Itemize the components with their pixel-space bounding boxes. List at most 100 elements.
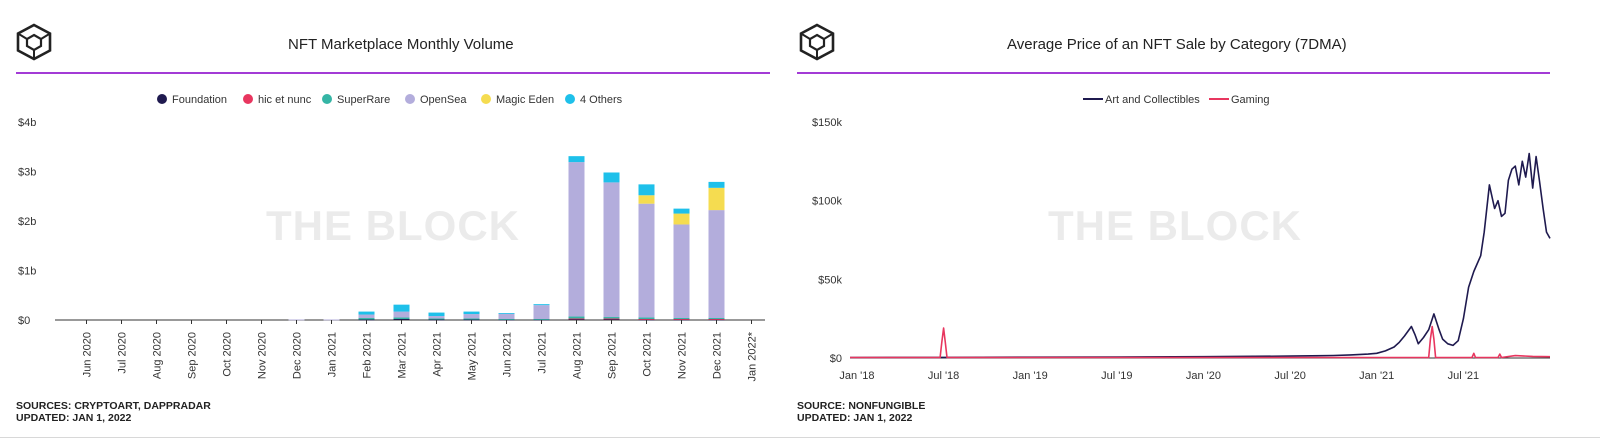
bar-segment-hic-et-nunc xyxy=(568,318,585,320)
bar-segment-foundation xyxy=(673,319,690,321)
bar-segment-4-others xyxy=(568,156,585,163)
line-chart: THE BLOCK $0 $50k $100k $150k Jan '18 Jul '18 J… xyxy=(812,94,1551,382)
x-tick-label: Jan '21 xyxy=(1359,370,1394,382)
x-tick-label: Aug 2021 xyxy=(572,332,584,379)
y-tick-label: $50k xyxy=(818,274,842,286)
bar-segment-opensea xyxy=(673,224,690,319)
watermark-text: THE BLOCK xyxy=(1048,202,1302,249)
bar-segment-hic-et-nunc xyxy=(638,319,655,320)
x-tick-label: Sep 2020 xyxy=(187,332,199,379)
x-tick-label: Jan '19 xyxy=(1013,370,1048,382)
legend-label-art-and-collectibles: Art and Collectibles xyxy=(1105,94,1200,106)
bar-segment-4-others xyxy=(358,311,375,315)
bar-segment-superrare xyxy=(568,316,585,319)
legend-swatch-foundation xyxy=(157,94,167,104)
bar-segment-superrare xyxy=(393,317,410,320)
bar-segment-foundation xyxy=(708,319,725,321)
x-tick-label: Jul '20 xyxy=(1274,370,1305,382)
chart-title: NFT Marketplace Monthly Volume xyxy=(288,36,514,53)
legend-label-gaming: Gaming xyxy=(1231,94,1270,106)
bar-segment-hic-et-nunc xyxy=(673,319,690,320)
x-tick-label: Jan '20 xyxy=(1186,370,1221,382)
bar-segment-opensea xyxy=(323,319,340,321)
series-line-art-and-collectibles xyxy=(849,152,1551,359)
updated-text: UPDATED: JAN 1, 2022 xyxy=(16,412,132,424)
bar-segment-4-others xyxy=(638,184,655,196)
legend-label-magic-eden: Magic Eden xyxy=(496,94,554,106)
title-divider xyxy=(797,72,1550,74)
bar-segment-superrare xyxy=(708,318,725,320)
x-tick-label: Aug 2020 xyxy=(152,332,164,379)
legend-label-4-others: 4 Others xyxy=(580,94,623,106)
x-tick-label: Jun 2021 xyxy=(502,332,514,377)
x-tick-label: Jul '19 xyxy=(1101,370,1132,382)
bar-segment-opensea xyxy=(708,210,725,319)
bar-segment-hic-et-nunc xyxy=(708,319,725,320)
bar-segment-opensea xyxy=(393,311,410,318)
bar-segment-4-others xyxy=(393,304,410,312)
bar-segment-foundation xyxy=(568,319,585,320)
bar-segment-4-others xyxy=(463,311,480,315)
legend-swatch-superrare xyxy=(322,94,332,104)
bar-segment-4-others xyxy=(428,312,445,317)
x-tick-label: Jan '18 xyxy=(839,370,874,382)
bottom-border xyxy=(0,437,1600,438)
y-tick-label: $3b xyxy=(18,167,36,179)
bar-segment-foundation xyxy=(638,319,655,321)
bar-segment-superrare xyxy=(638,317,655,320)
bar-segment-superrare xyxy=(498,319,515,320)
chart-title: Average Price of an NFT Sale by Category… xyxy=(1007,36,1347,53)
bar-segment-opensea xyxy=(603,182,620,318)
y-tick-label: $0 xyxy=(18,315,30,327)
x-tick-label: Apr 2021 xyxy=(432,332,444,377)
bar-segment-hic-et-nunc xyxy=(603,318,620,320)
sources-note: SOURCES: CRYPTOART, DAPPRADAR UPDATED: J… xyxy=(16,400,211,424)
bar-segment-foundation xyxy=(428,319,445,321)
y-tick-label: $100k xyxy=(812,196,842,208)
title-divider xyxy=(16,72,770,74)
the-block-cube-logo-icon xyxy=(799,23,835,61)
x-tick-label: Oct 2020 xyxy=(222,332,234,377)
y-tick-label: $1b xyxy=(18,266,36,278)
bar-segment-superrare xyxy=(358,318,375,320)
bar-segment-foundation xyxy=(603,319,620,320)
x-tick-label: Jul 2020 xyxy=(117,332,129,374)
legend-swatch-hic-et-nunc xyxy=(243,94,253,104)
bar-segment-opensea xyxy=(358,314,375,319)
legend-label-superrare: SuperRare xyxy=(337,94,390,106)
bar-segment-foundation xyxy=(393,319,410,320)
bar-segment-foundation xyxy=(463,319,480,321)
legend-label-hic-et-nunc: hic et nunc xyxy=(258,94,312,106)
legend-swatch-opensea xyxy=(405,94,415,104)
bar-segment-4-others xyxy=(673,208,690,214)
bar-segment-magic-eden xyxy=(638,195,655,204)
bar-segment-magic-eden xyxy=(673,213,690,225)
x-tick-label: Mar 2021 xyxy=(397,332,409,378)
bar-segment-4-others xyxy=(533,304,550,306)
x-tick-label: Jul '18 xyxy=(928,370,959,382)
updated-text: UPDATED: JAN 1, 2022 xyxy=(797,412,913,424)
x-tick-label: Jul 2021 xyxy=(537,332,549,374)
x-tick-label: Oct 2021 xyxy=(642,332,654,377)
legend-swatch-magic-eden xyxy=(481,94,491,104)
x-tick-label: Sep 2021 xyxy=(607,332,619,379)
bar-segment-superrare xyxy=(533,319,550,320)
bar-segment-foundation xyxy=(358,319,375,321)
x-tick-label: Nov 2021 xyxy=(677,332,689,379)
sources-note: SOURCE: NONFUNGIBLE UPDATED: JAN 1, 2022 xyxy=(797,400,925,424)
chart-panel-average-price: Average Price of an NFT Sale by Category… xyxy=(797,0,1600,439)
series-line-gaming xyxy=(850,325,1551,359)
legend-label-foundation: Foundation xyxy=(172,94,227,106)
x-tick-label: Dec 2021 xyxy=(712,332,724,379)
legend-swatch-4-others xyxy=(565,94,575,104)
stacked-bar-chart: THE BLOCK $0 $1b $2b $3b $4b Foundation hic et … xyxy=(18,94,765,382)
legend-label-opensea: OpenSea xyxy=(420,94,467,106)
bar-segment-4-others xyxy=(603,172,620,183)
bar-segment-4-others xyxy=(498,313,515,314)
x-tick-label: Jul '21 xyxy=(1448,370,1479,382)
bar-segment-magic-eden xyxy=(708,187,725,211)
bar-segment-opensea xyxy=(428,316,445,319)
x-tick-label: Jan 2022* xyxy=(747,331,759,381)
bar-segment-opensea xyxy=(463,314,480,319)
the-block-cube-logo-icon xyxy=(16,23,52,61)
